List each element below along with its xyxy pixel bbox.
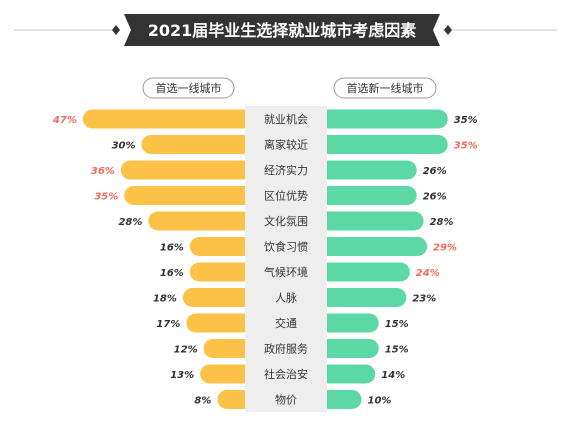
left-value-label: 16% — [160, 268, 184, 279]
right-value-label: 15% — [385, 319, 409, 330]
legend-left-pill — [142, 77, 235, 99]
left-bar-7 — [189, 262, 253, 282]
left-bar-4 — [124, 186, 253, 205]
category-label: 政府服务 — [264, 342, 308, 356]
left-value-label: 13% — [170, 370, 194, 381]
left-bar-1 — [82, 109, 253, 129]
category-label: 经济实力 — [264, 163, 308, 177]
category-column-mask — [245, 106, 327, 412]
category-label: 就业机会 — [264, 112, 308, 126]
right-bar-7 — [319, 262, 410, 282]
right-value-label: 14% — [381, 370, 405, 381]
right-bar-11 — [319, 364, 376, 384]
right-value-label: 24% — [416, 268, 440, 279]
category-label: 饮食习惯 — [264, 240, 308, 254]
right-bar-12 — [319, 390, 362, 409]
legend-right: 首选新一线城市 — [347, 81, 424, 95]
left-value-label: 18% — [153, 294, 177, 305]
category-label: 社会治安 — [264, 367, 308, 381]
category-label: 气候环境 — [264, 265, 308, 279]
left-value-label: 28% — [118, 217, 142, 228]
title-diamond-left — [112, 25, 120, 35]
right-value-label: 29% — [433, 243, 457, 254]
left-bar-10 — [203, 339, 253, 358]
left-value-label: 17% — [156, 319, 180, 330]
left-bar-3 — [120, 160, 253, 180]
category-label: 区位优势 — [264, 189, 308, 203]
right-bar-2 — [319, 135, 448, 154]
legend-right-pill — [333, 77, 437, 99]
left-bar-5 — [148, 211, 253, 231]
category-label: 离家较近 — [264, 138, 308, 152]
left-bar-11 — [200, 364, 253, 384]
left-bar-9 — [186, 313, 253, 333]
title-diamond-right — [444, 25, 452, 35]
right-value-label: 15% — [385, 345, 409, 356]
left-value-label: 36% — [91, 166, 115, 177]
right-value-label: 10% — [368, 396, 392, 407]
left-bar-6 — [189, 237, 253, 256]
right-value-label: 28% — [430, 217, 454, 228]
left-value-label: 8% — [194, 396, 211, 407]
right-bar-5 — [319, 211, 424, 231]
right-bar-8 — [319, 288, 407, 307]
left-bar-8 — [182, 288, 253, 307]
right-value-label: 26% — [423, 192, 447, 203]
right-bar-3 — [319, 160, 417, 180]
chart-title: 2021届毕业生选择就业城市考虑因素 — [148, 21, 417, 40]
left-bar-2 — [141, 135, 253, 154]
right-value-label: 35% — [454, 115, 478, 126]
category-label: 文化氛围 — [264, 214, 308, 228]
left-bar-12 — [217, 390, 253, 409]
category-label: 人脉 — [275, 291, 297, 305]
right-value-label: 26% — [423, 166, 447, 177]
legend-left: 首选一线城市 — [156, 81, 222, 95]
left-value-label: 35% — [94, 192, 118, 203]
title-banner — [124, 14, 440, 46]
right-bar-4 — [319, 186, 417, 205]
right-bar-1 — [319, 109, 448, 129]
category-label: 物价 — [275, 393, 297, 407]
left-value-label: 47% — [52, 115, 77, 126]
right-value-label: 23% — [412, 294, 436, 305]
left-value-label: 12% — [174, 345, 198, 356]
right-bar-9 — [319, 313, 379, 333]
right-bar-10 — [319, 339, 379, 358]
category-label: 交通 — [275, 316, 297, 330]
right-bar-6 — [319, 237, 428, 256]
left-value-label: 16% — [160, 243, 184, 254]
left-value-label: 30% — [112, 141, 136, 152]
right-value-label: 35% — [454, 141, 478, 152]
